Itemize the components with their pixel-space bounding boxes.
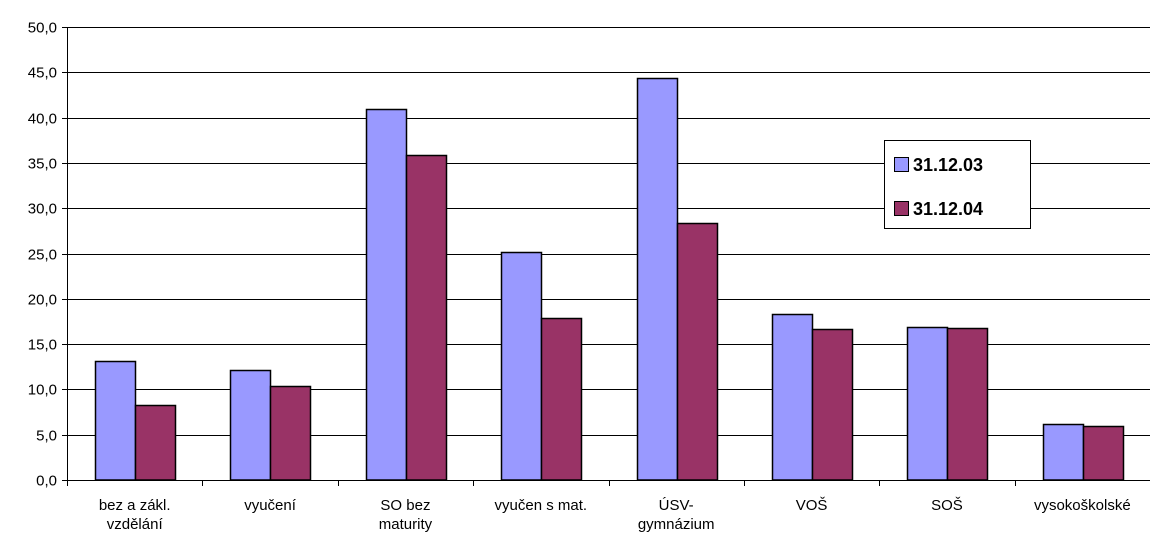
y-tick-label: 15,0 (28, 337, 57, 354)
bar-31-12-04 (269, 385, 312, 481)
bar-31-12-04 (134, 404, 177, 481)
bar-31-12-04 (946, 327, 989, 481)
legend-swatch (894, 201, 909, 216)
bar-31-12-04 (1082, 425, 1125, 481)
bar-31-12-04 (811, 328, 854, 481)
y-tick-label: 0,0 (36, 473, 57, 490)
x-tick-label: vyučen s mat. (495, 497, 588, 514)
x-tick-labels: bez a zákl. vzdělání vyučení SO bez maturity… (99, 497, 1131, 533)
x-tick-label: VOŠ (796, 497, 828, 514)
bar-31-12-04 (676, 222, 719, 481)
bar-31-12-03 (365, 108, 408, 481)
bar-31-12-04 (540, 317, 583, 481)
x-tick-label: gymnázium (638, 516, 715, 533)
x-tick-label: vzdělání (107, 516, 164, 533)
x-tick-label: bez a zákl. (99, 497, 171, 514)
bar-31-12-03 (1042, 423, 1085, 481)
legend-label: 31.12.04 (913, 199, 983, 219)
bar-31-12-03 (229, 369, 272, 481)
bar-31-12-03 (771, 313, 814, 481)
bar-31-12-03 (906, 326, 949, 481)
x-tick-label: maturity (379, 516, 433, 533)
y-tick-label: 30,0 (28, 201, 57, 218)
x-tick-label: ÚSV- (659, 497, 694, 514)
y-tick-label: 5,0 (36, 428, 57, 445)
bar-31-12-03 (500, 251, 543, 481)
bar-31-12-04 (405, 154, 448, 481)
y-tick-label: 20,0 (28, 292, 57, 309)
y-tick-label: 45,0 (28, 65, 57, 82)
y-tick-labels: 0,0 5,0 10,0 15,0 20,0 25,0 30,0 35,0 40,0 45,0 50… (28, 20, 57, 490)
axes (62, 27, 1150, 486)
x-tick-label: SOŠ (931, 497, 963, 514)
y-tick-label: 40,0 (28, 111, 57, 128)
x-tick-label: SO bez (380, 497, 430, 514)
x-tick-label: vysokoškolské (1034, 497, 1131, 514)
legend-label: 31.12.03 (913, 155, 983, 175)
y-tick-label: 25,0 (28, 247, 57, 264)
y-tick-label: 50,0 (28, 20, 57, 37)
x-tick-label: vyučení (244, 497, 297, 514)
legend-swatch (894, 157, 909, 172)
bar-31-12-03 (636, 77, 679, 481)
y-tick-label: 35,0 (28, 156, 57, 173)
bar-31-12-03 (94, 360, 137, 481)
legend: 31.12.03 31.12.04 (884, 140, 1031, 229)
bars (94, 77, 1125, 481)
y-tick-label: 10,0 (28, 382, 57, 399)
